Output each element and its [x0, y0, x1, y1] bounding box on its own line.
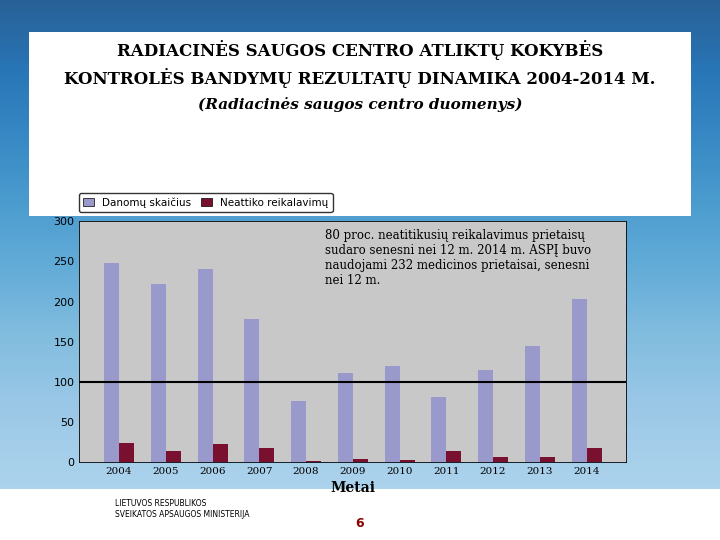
- Bar: [259, 448, 274, 462]
- Bar: [446, 451, 462, 462]
- Bar: [338, 373, 353, 462]
- Bar: [400, 460, 415, 462]
- Bar: [306, 461, 321, 462]
- Legend: Danomų skaičius, Neattiko reikalavimų: Danomų skaičius, Neattiko reikalavimų: [79, 193, 333, 212]
- Text: (Radiacinės saugos centro duomenys): (Radiacinės saugos centro duomenys): [198, 97, 522, 112]
- Bar: [150, 284, 166, 462]
- Bar: [166, 451, 181, 462]
- Bar: [525, 346, 540, 462]
- Bar: [244, 319, 259, 462]
- Bar: [353, 460, 368, 462]
- Bar: [540, 457, 555, 462]
- Bar: [384, 366, 400, 462]
- Text: KONTROLĖS BANDYMŲ REZULTATŲ DINAMIKA 2004-2014 M.: KONTROLĖS BANDYMŲ REZULTATŲ DINAMIKA 200…: [64, 68, 656, 87]
- Text: LIETUVOS RESPUBLIKOS
SVEIKATOS APSAUGOS MINISTERIJA: LIETUVOS RESPUBLIKOS SVEIKATOS APSAUGOS …: [115, 500, 250, 519]
- Bar: [431, 397, 446, 462]
- Bar: [493, 457, 508, 462]
- Bar: [291, 401, 306, 462]
- Bar: [197, 269, 212, 462]
- Bar: [212, 444, 228, 462]
- X-axis label: Metai: Metai: [330, 481, 375, 495]
- Text: 80 proc. neatitikusių reikalavimus prietaisų
sudaro senesni nei 12 m. 2014 m. AS: 80 proc. neatitikusių reikalavimus priet…: [325, 228, 592, 287]
- Bar: [104, 263, 119, 462]
- Text: 6: 6: [356, 517, 364, 530]
- Bar: [587, 448, 601, 462]
- Text: RADIACINĖS SAUGOS CENTRO ATLIKTŲ KOKYBĖS: RADIACINĖS SAUGOS CENTRO ATLIKTŲ KOKYBĖS: [117, 40, 603, 60]
- Bar: [572, 299, 587, 462]
- Bar: [478, 370, 493, 462]
- Bar: [119, 443, 134, 462]
